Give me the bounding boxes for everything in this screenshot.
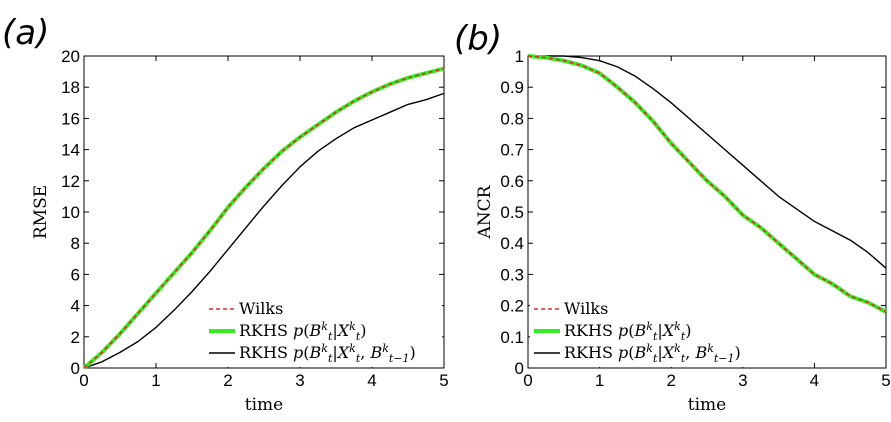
series-line-3	[83, 92, 445, 369]
y-tick-label: 0	[71, 359, 80, 378]
legend-label-1: Wilks	[239, 299, 283, 318]
y-tick-label: 12	[61, 172, 80, 191]
y-tick-label: 8	[71, 234, 80, 253]
x-tick-label: 1	[595, 371, 604, 390]
x-tick-label: 2	[666, 371, 675, 390]
legend-box	[530, 297, 770, 367]
series-line-1	[83, 67, 445, 369]
y-tick-label: 10	[61, 203, 80, 222]
x-tick-label: 4	[367, 371, 376, 390]
y-axis-label: ANCR	[475, 184, 495, 239]
y-tick-label: 16	[61, 109, 80, 128]
x-tick-label: 5	[439, 371, 448, 390]
series-line-3	[528, 55, 887, 269]
chart-b: 0 1 2 3 4 5 0 0.1 0.2 0.3 0.4 0.5 0.6 0.7 0.8 0.9 1 time A…	[475, 47, 891, 415]
chart-a: 0 1 2 3 4 502468101214161820timeRMSEWilksRKHS…	[31, 47, 449, 415]
y-tick-label: 14	[61, 141, 80, 160]
legend-label-1: Wilks	[564, 299, 608, 318]
x-tick-label: 1	[151, 371, 160, 390]
y-tick-label: 0.7	[500, 141, 524, 160]
x-tick-label: 0	[79, 371, 88, 390]
y-tick-label: 0.1	[500, 328, 524, 347]
x-tick-label: 2	[223, 371, 232, 390]
y-tick-label: 0.3	[500, 265, 524, 284]
legend-label-2: RKHS p(Bkt|Xkt)	[564, 320, 692, 343]
x-tick-label: 0	[523, 371, 532, 390]
y-tick-label: 18	[61, 78, 80, 97]
y-tick-label: 0.8	[500, 109, 524, 128]
legend-box	[205, 297, 442, 367]
y-tick-label: 0.4	[500, 234, 524, 253]
y-tick-label: 20	[61, 47, 80, 66]
y-tick-label: 6	[71, 265, 80, 284]
x-tick-label: 3	[738, 371, 747, 390]
y-tick-label: 2	[71, 328, 80, 347]
y-tick-label: 1	[515, 47, 524, 66]
legend-label-2: RKHS p(Bkt|Xkt)	[239, 320, 367, 343]
legend-label-3: RKHS p(Bkt|Xkt, Bkt−1)	[239, 342, 416, 365]
series-line-1	[527, 55, 887, 313]
x-axis-label: time	[688, 395, 726, 415]
series-line-2	[527, 54, 887, 314]
x-axis-label: time	[245, 395, 283, 415]
x-tick-label: 5	[881, 371, 890, 390]
legend: Wilks RKHS p(Bkt|Xkt)RKHS p(Bkt|Xkt, Bkt−…	[205, 297, 442, 367]
y-tick-label: 4	[71, 297, 80, 316]
legend-label-3: RKHS p(Bkt|Xkt, Bkt−1)	[564, 342, 741, 365]
legend: Wilks RKHS p(Bkt|Xkt)RKHS p(Bkt|Xkt, Bkt−…	[530, 297, 770, 367]
y-tick-label: 0	[515, 359, 524, 378]
x-tick-label: 4	[810, 371, 819, 390]
panel-label-a: (a)	[2, 13, 49, 53]
y-tick-label: 0.6	[500, 172, 524, 191]
y-axis-label: RMSE	[31, 185, 51, 239]
y-tick-label: 0.9	[500, 78, 524, 97]
panel-label-b: (b)	[454, 19, 502, 59]
x-tick-label: 3	[295, 371, 304, 390]
y-tick-label: 0.5	[500, 203, 524, 222]
y-tick-label: 0.2	[500, 297, 524, 316]
